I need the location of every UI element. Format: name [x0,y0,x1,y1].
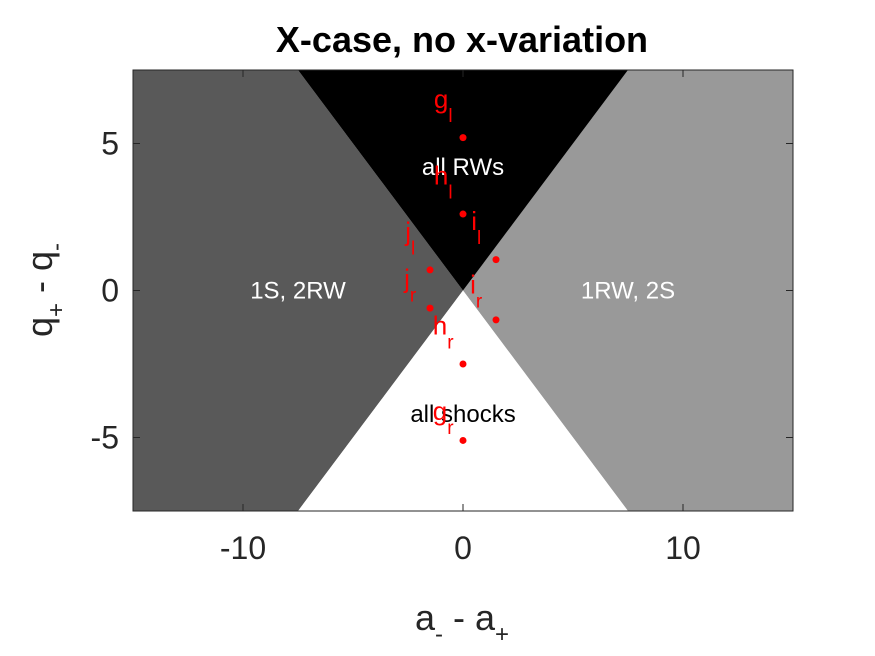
point-label-name: i [471,206,477,236]
point-label-h-l: hl [434,161,453,204]
y-axis-label-mid: - q [19,251,60,303]
point-label-sub: l [477,228,481,249]
point-label-g-l: gl [434,84,453,127]
x-tick-label: -10 [220,530,266,566]
region-label-1: 1RW, 2S [581,278,675,305]
point-label-name: h [433,311,447,341]
point-label-name: j [404,217,411,247]
y-axis-label-sub1: + [43,303,70,317]
point-j-r [426,304,434,312]
point-label-name: i [470,269,476,299]
y-axis-label-main: q [19,317,60,337]
y-axis-label: q+ - q- [19,243,70,337]
point-label-i-r: ir [470,269,483,312]
chart-title: X-case, no x-variation [276,19,648,60]
point-label-j-r: jr [403,264,417,307]
region-label-3: all shocks [410,401,515,428]
region-label-2: all RWs [422,154,504,181]
region-3 [298,290,628,511]
point-label-g-r: gr [433,396,454,439]
ticks: -10 0 10 -5 0 5 [91,70,793,566]
x-tick-label: 10 [665,530,701,566]
point-g-r [459,436,467,444]
point-label-sub: l [411,239,415,260]
point-i-l [492,256,500,264]
point-label-name: h [434,161,448,191]
region-labels: 1S, 2RW 1RW, 2S all RWs all shocks [250,154,675,428]
point-h-l [459,210,467,218]
regions [133,70,793,511]
point-label-sub: r [447,418,454,439]
point-g-l [459,134,467,142]
point-label-name: j [403,264,410,294]
y-tick-label: 0 [101,273,119,309]
x-axis-label-mid: - a [443,597,496,638]
point-label-name: g [433,396,447,426]
x-axis-label-sub2: + [495,621,509,648]
point-j-l [426,266,434,274]
x-axis-label-sub1: - [435,621,443,648]
point-label-sub: l [448,183,452,204]
x-tick-label: 0 [454,530,472,566]
point-label-sub: r [476,291,483,312]
x-axis-label-main: a [415,597,436,638]
point-label-sub: r [447,333,454,354]
y-tick-label: 5 [101,126,119,162]
point-label-name: g [434,84,448,114]
point-label-sub: l [448,106,452,127]
region-2 [298,70,628,291]
y-tick-label: -5 [91,420,119,456]
y-axis-label-sub2: - [43,243,70,251]
point-label-sub: r [410,286,417,307]
point-label-j-l: jl [404,217,415,260]
point-label-h-r: hr [433,311,454,354]
point-h-r [459,360,467,368]
point-i-r [492,316,500,324]
point-label-i-l: il [471,206,481,249]
region-label-0: 1S, 2RW [250,278,346,305]
x-axis-label: a- - a+ [415,597,509,648]
